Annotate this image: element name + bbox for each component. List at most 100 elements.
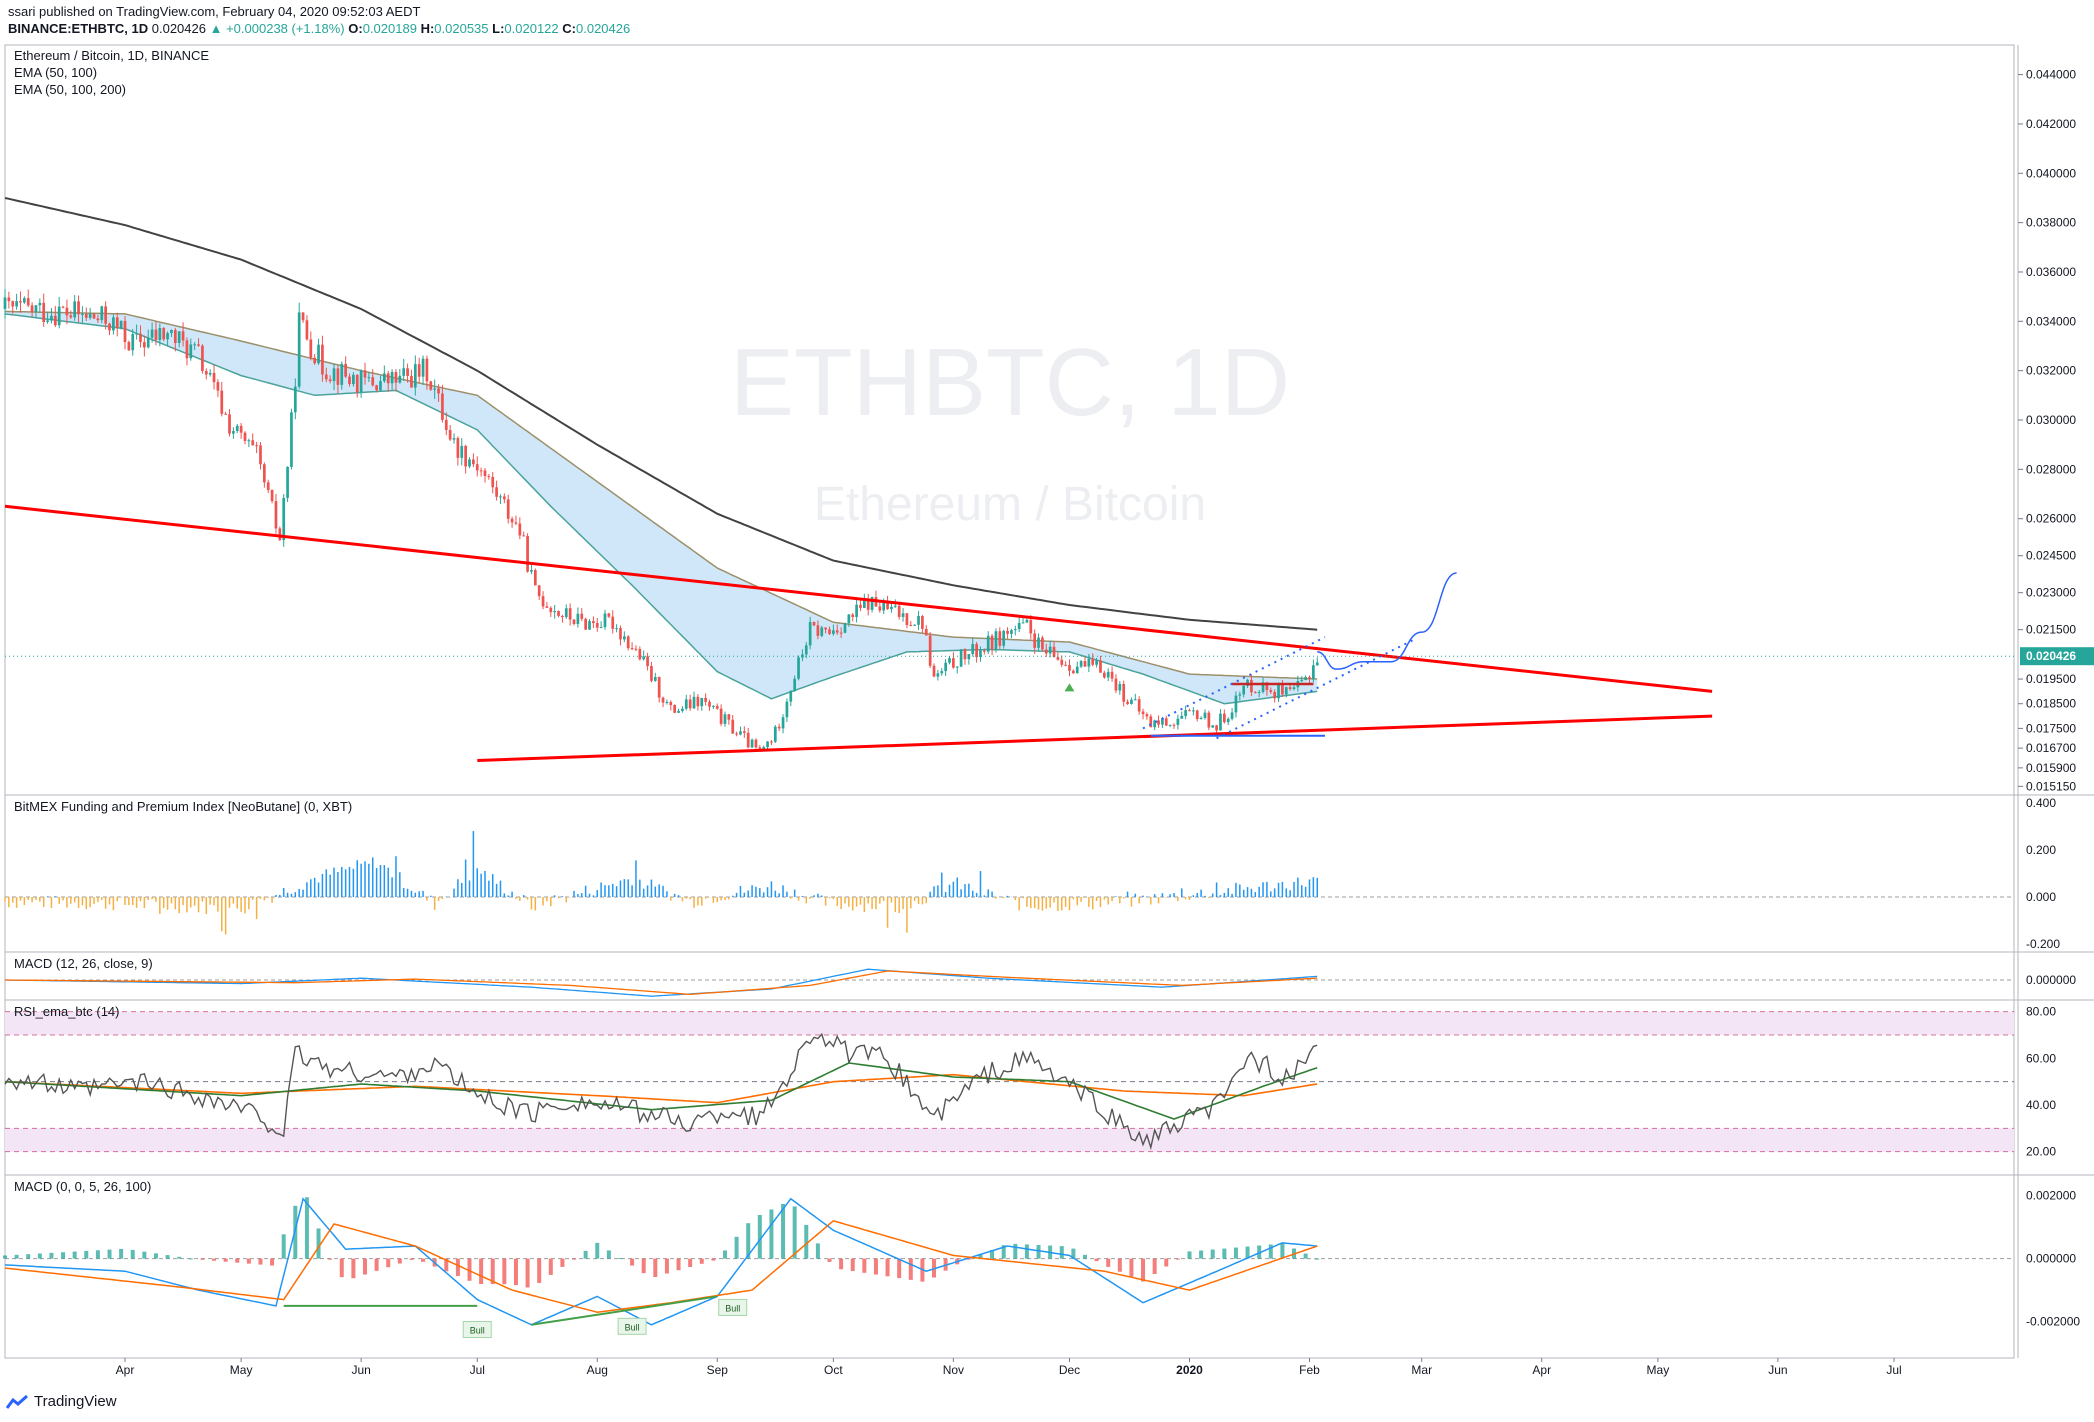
candle-body bbox=[150, 329, 154, 338]
candle-body bbox=[619, 628, 622, 640]
candle-body bbox=[522, 535, 526, 537]
candle-body bbox=[533, 570, 537, 586]
candle-body bbox=[963, 649, 967, 660]
candle-body bbox=[758, 747, 762, 750]
candle-body bbox=[642, 656, 646, 660]
last-price-tag bbox=[2020, 647, 2094, 666]
macd2-histogram-bar bbox=[1315, 1258, 1320, 1260]
candle-body bbox=[11, 301, 15, 307]
macd2-histogram-bar bbox=[142, 1251, 147, 1259]
macd2-histogram-bar bbox=[862, 1258, 867, 1273]
candle-body bbox=[967, 654, 971, 660]
candle-body bbox=[262, 464, 266, 483]
candle-body bbox=[142, 342, 146, 348]
macd2-histogram-bar bbox=[362, 1258, 367, 1275]
price-tick-label: 0.021500 bbox=[2026, 623, 2076, 637]
macd2-histogram-bar bbox=[235, 1258, 240, 1263]
rsi-pane-title: RSI_ema_btc (14) bbox=[14, 1004, 120, 1019]
macd2-histogram-bar bbox=[26, 1254, 31, 1259]
macd2-histogram-bar bbox=[1257, 1245, 1262, 1259]
macd2-histogram-bar bbox=[908, 1258, 913, 1280]
candle-body bbox=[921, 616, 924, 629]
candle-body bbox=[1122, 683, 1126, 702]
macd2-histogram-bar bbox=[14, 1254, 19, 1259]
candle-body bbox=[232, 431, 235, 434]
candle-body bbox=[340, 363, 344, 385]
indicator-label: EMA (50, 100) bbox=[14, 65, 97, 80]
price-tick-label: 0.028000 bbox=[2026, 462, 2076, 476]
candle-body bbox=[499, 496, 502, 498]
candle-body bbox=[1203, 712, 1207, 718]
candle-body bbox=[1176, 718, 1180, 725]
macd2-histogram-bar bbox=[177, 1256, 182, 1259]
macd2-histogram-bar bbox=[1059, 1246, 1064, 1259]
green-marker-icon bbox=[1064, 683, 1075, 692]
macd2-line bbox=[4, 1197, 1318, 1326]
macd2-histogram-bar bbox=[490, 1258, 495, 1285]
candle-body bbox=[235, 425, 239, 432]
candle-body bbox=[549, 607, 553, 613]
candle-body bbox=[785, 701, 789, 718]
macd2-histogram-bar bbox=[339, 1258, 344, 1278]
candle-body bbox=[135, 333, 138, 335]
candle-body bbox=[1079, 661, 1083, 667]
projection-curve bbox=[1317, 572, 1457, 670]
candle-body bbox=[646, 656, 649, 667]
candle-body bbox=[797, 657, 800, 679]
candle-body bbox=[580, 613, 584, 619]
candle-body bbox=[541, 596, 545, 607]
candle-body bbox=[1137, 699, 1141, 712]
funding-tick-label: 0.000 bbox=[2026, 890, 2056, 904]
macd2-histogram-bar bbox=[699, 1258, 704, 1264]
tradingview-brand[interactable]: TradingView bbox=[6, 1393, 117, 1410]
candle-body bbox=[626, 636, 630, 649]
macd2-histogram-bar bbox=[769, 1209, 774, 1259]
candle-body bbox=[979, 650, 982, 658]
candle-body bbox=[971, 643, 975, 655]
candle-body bbox=[425, 358, 429, 382]
candle-body bbox=[139, 333, 142, 343]
candle-body bbox=[820, 627, 824, 636]
candle-body bbox=[429, 381, 433, 390]
high-value: 0.020535 bbox=[434, 21, 489, 36]
candle-body bbox=[917, 616, 920, 625]
candle-body bbox=[564, 608, 568, 618]
candle-body bbox=[1114, 678, 1118, 691]
macd2-histogram-bar bbox=[165, 1255, 170, 1259]
candle-body bbox=[1192, 710, 1195, 712]
symbol-name[interactable]: BINANCE:ETHBTC, 1D bbox=[8, 21, 149, 36]
upper-trendline bbox=[4, 504, 1713, 693]
rsi-ma-slow bbox=[4, 1073, 1318, 1104]
candle-body bbox=[1068, 665, 1071, 671]
candle-body bbox=[189, 344, 193, 359]
candle-body bbox=[119, 320, 123, 328]
candle-body bbox=[73, 301, 77, 318]
symbol-line: BINANCE:ETHBTC, 1D 0.020426 ▲ +0.000238 … bbox=[8, 21, 630, 36]
ema100-line bbox=[4, 310, 1318, 680]
candle-body bbox=[483, 470, 487, 476]
candle-body bbox=[948, 658, 951, 663]
candle-body bbox=[553, 611, 557, 613]
candle-body bbox=[1281, 684, 1284, 695]
candle-body bbox=[1292, 687, 1296, 690]
candle-body bbox=[224, 413, 227, 415]
candle-body bbox=[1033, 633, 1037, 648]
candle-body bbox=[832, 630, 835, 634]
candle-body bbox=[266, 482, 270, 490]
price-change: ▲ +0.000238 (+1.18%) bbox=[209, 21, 345, 36]
candle-body bbox=[735, 733, 738, 735]
macd2-histogram-bar bbox=[537, 1258, 542, 1283]
candle-body bbox=[158, 327, 162, 340]
macd2-histogram-bar bbox=[281, 1234, 286, 1259]
candle-body bbox=[38, 302, 42, 306]
candle-body bbox=[239, 425, 243, 433]
candle-body bbox=[773, 726, 777, 742]
candle-body bbox=[406, 368, 409, 376]
chart-canvas[interactable]: ETHBTC, 1D Ethereum / Bitcoin 0.020426 0.04… bbox=[0, 40, 2094, 1385]
candle-body bbox=[1269, 690, 1273, 693]
price-tick-label: 0.024500 bbox=[2026, 549, 2076, 563]
tradingview-logo-icon bbox=[6, 1394, 28, 1409]
macd2-histogram-bar bbox=[37, 1253, 42, 1259]
candle-body bbox=[804, 645, 808, 655]
lower-trendline bbox=[477, 714, 1713, 762]
